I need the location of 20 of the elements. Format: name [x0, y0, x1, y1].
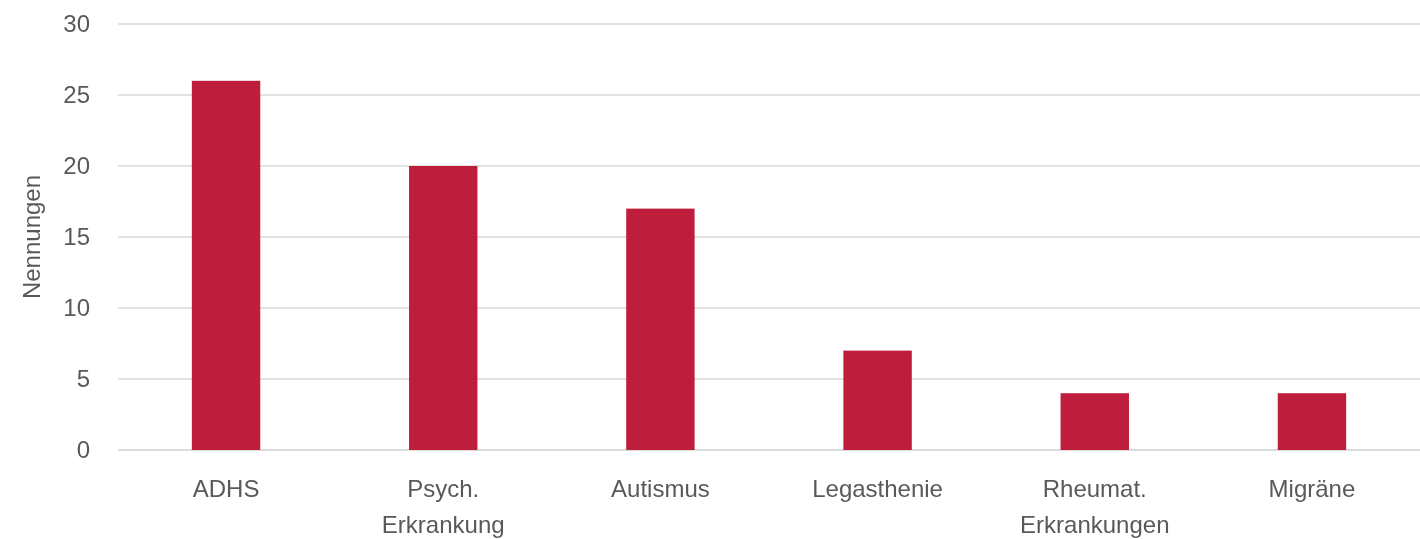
bar — [1277, 393, 1347, 450]
y-tick-label: 0 — [76, 436, 90, 464]
x-tick-label: Autismus — [611, 475, 710, 502]
bar — [1060, 393, 1129, 450]
y-tick-label: 15 — [63, 223, 90, 251]
bar — [843, 350, 912, 450]
y-tick-label: 30 — [63, 10, 90, 38]
x-tick-label: Psych. Erkrankung — [381, 475, 505, 538]
y-axis-title: Nennungen — [18, 174, 45, 300]
y-tick-label: 10 — [63, 294, 90, 322]
y-tick-label: 5 — [76, 365, 90, 393]
x-tick-label: Legasthenie — [812, 475, 943, 502]
x-tick-label: Rheumat. Erkrankungen — [1020, 475, 1170, 538]
bar — [626, 208, 695, 450]
x-tick-label: ADHS — [192, 475, 260, 502]
y-tick-label: 20 — [63, 152, 90, 180]
bar — [191, 80, 261, 450]
x-tick-label: Migräne — [1268, 475, 1356, 502]
bar — [409, 166, 478, 450]
y-tick-label: 25 — [63, 81, 90, 109]
